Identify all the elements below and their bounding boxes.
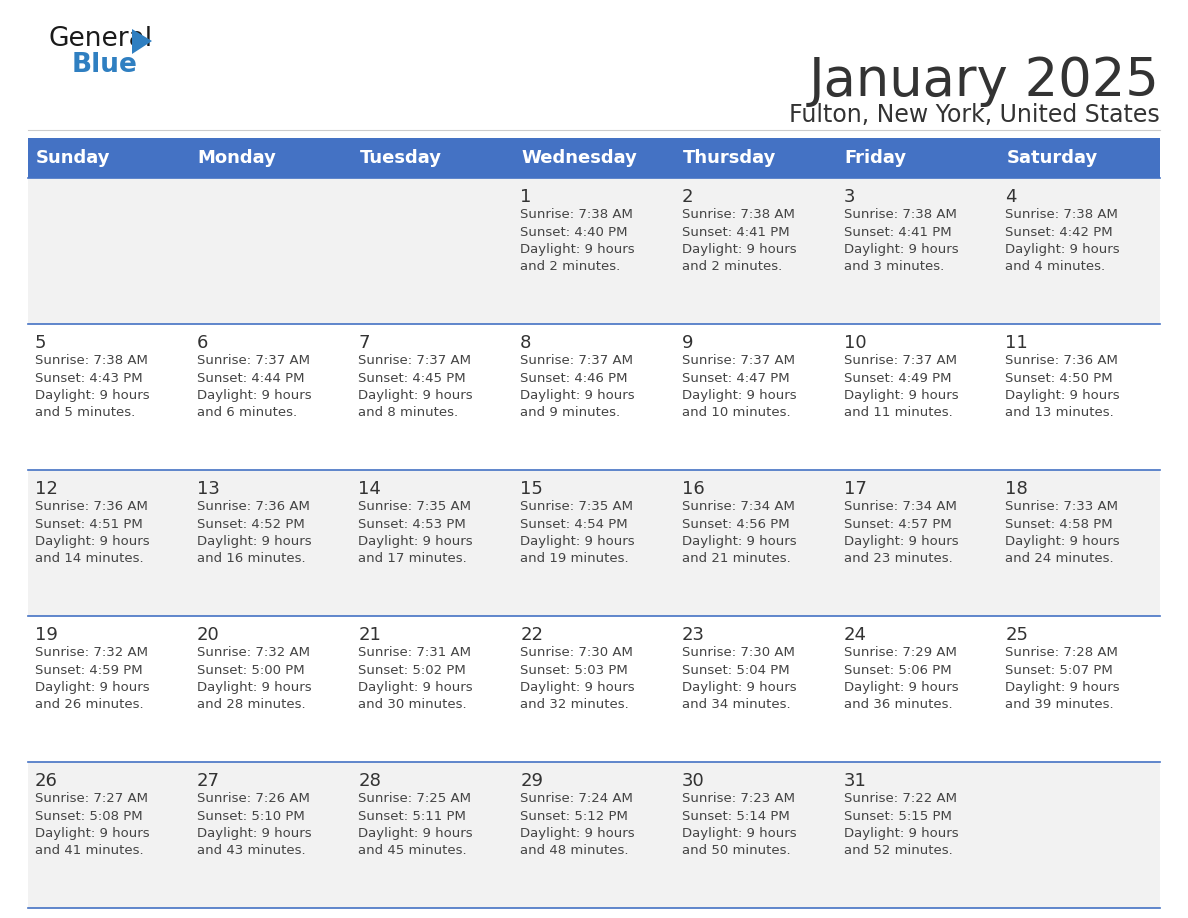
Text: Sunrise: 7:38 AM
Sunset: 4:43 PM
Daylight: 9 hours
and 5 minutes.: Sunrise: 7:38 AM Sunset: 4:43 PM Dayligh… [34, 354, 150, 420]
Text: Tuesday: Tuesday [360, 149, 442, 167]
Bar [29, 138, 1159, 178]
Text: 4: 4 [1005, 188, 1017, 206]
Text: 28: 28 [359, 772, 381, 790]
Polygon shape [132, 29, 152, 54]
Text: 25: 25 [1005, 626, 1029, 644]
Text: 18: 18 [1005, 480, 1028, 498]
Text: 5: 5 [34, 334, 46, 352]
Text: General: General [48, 26, 152, 52]
Text: Saturday: Saturday [1006, 149, 1098, 167]
Text: Sunrise: 7:34 AM
Sunset: 4:56 PM
Daylight: 9 hours
and 21 minutes.: Sunrise: 7:34 AM Sunset: 4:56 PM Dayligh… [682, 500, 796, 565]
Text: Friday: Friday [845, 149, 906, 167]
Text: Sunrise: 7:38 AM
Sunset: 4:41 PM
Daylight: 9 hours
and 2 minutes.: Sunrise: 7:38 AM Sunset: 4:41 PM Dayligh… [682, 208, 796, 274]
Text: Blue: Blue [72, 52, 138, 78]
Bar [29, 616, 1159, 762]
Text: January 2025: January 2025 [809, 55, 1159, 107]
Bar [29, 470, 1159, 616]
Text: 22: 22 [520, 626, 543, 644]
Text: Sunrise: 7:25 AM
Sunset: 5:11 PM
Daylight: 9 hours
and 45 minutes.: Sunrise: 7:25 AM Sunset: 5:11 PM Dayligh… [359, 792, 473, 857]
Text: Wednesday: Wednesday [522, 149, 637, 167]
Text: 9: 9 [682, 334, 694, 352]
Text: Sunrise: 7:24 AM
Sunset: 5:12 PM
Daylight: 9 hours
and 48 minutes.: Sunrise: 7:24 AM Sunset: 5:12 PM Dayligh… [520, 792, 634, 857]
Text: 8: 8 [520, 334, 531, 352]
Text: Sunrise: 7:38 AM
Sunset: 4:40 PM
Daylight: 9 hours
and 2 minutes.: Sunrise: 7:38 AM Sunset: 4:40 PM Dayligh… [520, 208, 634, 274]
Text: Sunrise: 7:27 AM
Sunset: 5:08 PM
Daylight: 9 hours
and 41 minutes.: Sunrise: 7:27 AM Sunset: 5:08 PM Dayligh… [34, 792, 150, 857]
Text: Sunrise: 7:36 AM
Sunset: 4:52 PM
Daylight: 9 hours
and 16 minutes.: Sunrise: 7:36 AM Sunset: 4:52 PM Dayligh… [197, 500, 311, 565]
Text: 19: 19 [34, 626, 58, 644]
Text: Sunrise: 7:37 AM
Sunset: 4:45 PM
Daylight: 9 hours
and 8 minutes.: Sunrise: 7:37 AM Sunset: 4:45 PM Dayligh… [359, 354, 473, 420]
Text: Sunrise: 7:37 AM
Sunset: 4:49 PM
Daylight: 9 hours
and 11 minutes.: Sunrise: 7:37 AM Sunset: 4:49 PM Dayligh… [843, 354, 959, 420]
Bar [29, 178, 1159, 324]
Text: Sunrise: 7:28 AM
Sunset: 5:07 PM
Daylight: 9 hours
and 39 minutes.: Sunrise: 7:28 AM Sunset: 5:07 PM Dayligh… [1005, 646, 1120, 711]
Text: 15: 15 [520, 480, 543, 498]
Text: 17: 17 [843, 480, 866, 498]
Text: Sunrise: 7:36 AM
Sunset: 4:51 PM
Daylight: 9 hours
and 14 minutes.: Sunrise: 7:36 AM Sunset: 4:51 PM Dayligh… [34, 500, 150, 565]
Text: 11: 11 [1005, 334, 1028, 352]
Text: Sunrise: 7:26 AM
Sunset: 5:10 PM
Daylight: 9 hours
and 43 minutes.: Sunrise: 7:26 AM Sunset: 5:10 PM Dayligh… [197, 792, 311, 857]
Text: Fulton, New York, United States: Fulton, New York, United States [789, 103, 1159, 127]
Text: Sunrise: 7:32 AM
Sunset: 4:59 PM
Daylight: 9 hours
and 26 minutes.: Sunrise: 7:32 AM Sunset: 4:59 PM Dayligh… [34, 646, 150, 711]
Text: 14: 14 [359, 480, 381, 498]
Text: 10: 10 [843, 334, 866, 352]
Text: Sunrise: 7:34 AM
Sunset: 4:57 PM
Daylight: 9 hours
and 23 minutes.: Sunrise: 7:34 AM Sunset: 4:57 PM Dayligh… [843, 500, 959, 565]
Text: Sunrise: 7:37 AM
Sunset: 4:47 PM
Daylight: 9 hours
and 10 minutes.: Sunrise: 7:37 AM Sunset: 4:47 PM Dayligh… [682, 354, 796, 420]
Text: Sunrise: 7:36 AM
Sunset: 4:50 PM
Daylight: 9 hours
and 13 minutes.: Sunrise: 7:36 AM Sunset: 4:50 PM Dayligh… [1005, 354, 1120, 420]
Text: Sunrise: 7:35 AM
Sunset: 4:54 PM
Daylight: 9 hours
and 19 minutes.: Sunrise: 7:35 AM Sunset: 4:54 PM Dayligh… [520, 500, 634, 565]
Text: Sunrise: 7:23 AM
Sunset: 5:14 PM
Daylight: 9 hours
and 50 minutes.: Sunrise: 7:23 AM Sunset: 5:14 PM Dayligh… [682, 792, 796, 857]
Text: 31: 31 [843, 772, 866, 790]
Text: Monday: Monday [197, 149, 277, 167]
Text: 23: 23 [682, 626, 704, 644]
Text: Sunrise: 7:30 AM
Sunset: 5:04 PM
Daylight: 9 hours
and 34 minutes.: Sunrise: 7:30 AM Sunset: 5:04 PM Dayligh… [682, 646, 796, 711]
Text: 29: 29 [520, 772, 543, 790]
Text: Sunrise: 7:29 AM
Sunset: 5:06 PM
Daylight: 9 hours
and 36 minutes.: Sunrise: 7:29 AM Sunset: 5:06 PM Dayligh… [843, 646, 959, 711]
Text: Sunrise: 7:35 AM
Sunset: 4:53 PM
Daylight: 9 hours
and 17 minutes.: Sunrise: 7:35 AM Sunset: 4:53 PM Dayligh… [359, 500, 473, 565]
Text: 6: 6 [197, 334, 208, 352]
Text: Sunrise: 7:22 AM
Sunset: 5:15 PM
Daylight: 9 hours
and 52 minutes.: Sunrise: 7:22 AM Sunset: 5:15 PM Dayligh… [843, 792, 959, 857]
Text: Sunrise: 7:31 AM
Sunset: 5:02 PM
Daylight: 9 hours
and 30 minutes.: Sunrise: 7:31 AM Sunset: 5:02 PM Dayligh… [359, 646, 473, 711]
Text: 3: 3 [843, 188, 855, 206]
Text: 26: 26 [34, 772, 58, 790]
Text: Sunrise: 7:33 AM
Sunset: 4:58 PM
Daylight: 9 hours
and 24 minutes.: Sunrise: 7:33 AM Sunset: 4:58 PM Dayligh… [1005, 500, 1120, 565]
Text: 13: 13 [197, 480, 220, 498]
Text: 12: 12 [34, 480, 58, 498]
Text: 7: 7 [359, 334, 369, 352]
Text: 20: 20 [197, 626, 220, 644]
Text: 21: 21 [359, 626, 381, 644]
Text: 24: 24 [843, 626, 866, 644]
Text: Sunrise: 7:32 AM
Sunset: 5:00 PM
Daylight: 9 hours
and 28 minutes.: Sunrise: 7:32 AM Sunset: 5:00 PM Dayligh… [197, 646, 311, 711]
Text: Sunrise: 7:38 AM
Sunset: 4:42 PM
Daylight: 9 hours
and 4 minutes.: Sunrise: 7:38 AM Sunset: 4:42 PM Dayligh… [1005, 208, 1120, 274]
Text: 1: 1 [520, 188, 531, 206]
Text: Sunrise: 7:30 AM
Sunset: 5:03 PM
Daylight: 9 hours
and 32 minutes.: Sunrise: 7:30 AM Sunset: 5:03 PM Dayligh… [520, 646, 634, 711]
Text: Sunday: Sunday [36, 149, 110, 167]
Text: Sunrise: 7:37 AM
Sunset: 4:46 PM
Daylight: 9 hours
and 9 minutes.: Sunrise: 7:37 AM Sunset: 4:46 PM Dayligh… [520, 354, 634, 420]
Text: 30: 30 [682, 772, 704, 790]
Bar [29, 324, 1159, 470]
Text: 2: 2 [682, 188, 694, 206]
Text: Sunrise: 7:38 AM
Sunset: 4:41 PM
Daylight: 9 hours
and 3 minutes.: Sunrise: 7:38 AM Sunset: 4:41 PM Dayligh… [843, 208, 959, 274]
Text: 16: 16 [682, 480, 704, 498]
Text: 27: 27 [197, 772, 220, 790]
Text: Thursday: Thursday [683, 149, 776, 167]
Text: Sunrise: 7:37 AM
Sunset: 4:44 PM
Daylight: 9 hours
and 6 minutes.: Sunrise: 7:37 AM Sunset: 4:44 PM Dayligh… [197, 354, 311, 420]
Bar [29, 762, 1159, 908]
